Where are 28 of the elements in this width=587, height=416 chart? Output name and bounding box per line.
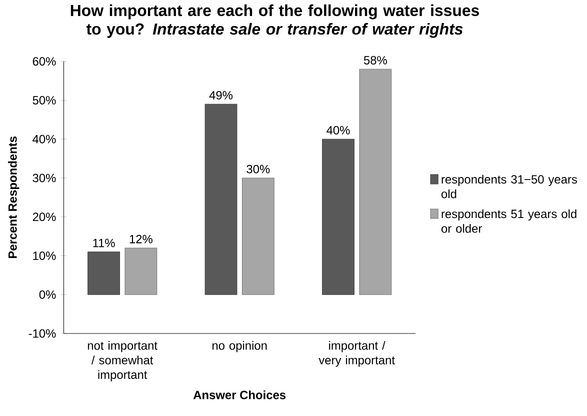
x-tick-label: important / very important bbox=[318, 341, 395, 367]
y-tick-label: 20% bbox=[32, 212, 56, 222]
y-tick-label: 60% bbox=[32, 57, 56, 66]
y-tick-label: 50% bbox=[32, 96, 56, 105]
x-tick-label: not important / somewhat important bbox=[88, 341, 158, 382]
chart-title: How important are each of the following water issues to you? Intrastate sale or transfer of water rights bbox=[70, 4, 479, 38]
data-label: 40% bbox=[326, 126, 350, 135]
y-tick-label: 40% bbox=[32, 134, 56, 144]
bar bbox=[204, 104, 238, 295]
y-tick-label: 30% bbox=[32, 174, 56, 182]
y-axis-title: Percent Respondents bbox=[8, 136, 20, 258]
legend-label: respondents 31−50 years old bbox=[441, 174, 577, 198]
y-tick-label: 10% bbox=[33, 252, 56, 260]
y-tick-label: 0% bbox=[39, 290, 56, 299]
data-label: 12% bbox=[130, 234, 152, 244]
data-label: 11% bbox=[93, 238, 115, 248]
data-label: 30% bbox=[246, 164, 270, 174]
x-tick-label: no opinion bbox=[212, 341, 267, 352]
x-axis-title: Answer Choices bbox=[193, 390, 286, 400]
bar bbox=[124, 248, 158, 295]
bar bbox=[322, 138, 354, 295]
legend-label: respondents 51 years old or older bbox=[441, 209, 576, 233]
bar bbox=[242, 178, 274, 295]
bar bbox=[88, 252, 120, 295]
data-label: 58% bbox=[364, 56, 387, 65]
data-label: 49% bbox=[209, 91, 233, 100]
bar bbox=[359, 69, 392, 295]
y-tick-label: -10% bbox=[28, 329, 56, 338]
